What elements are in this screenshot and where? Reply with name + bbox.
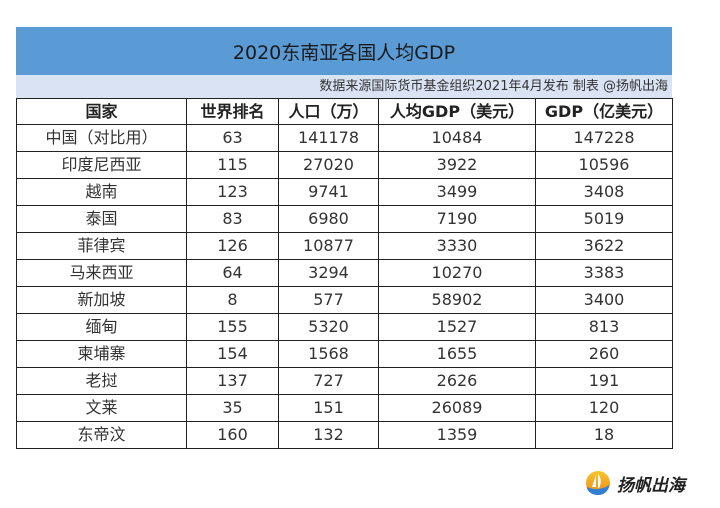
table-cell: 154 [186, 340, 279, 368]
column-header: GDP（亿美元） [535, 98, 673, 125]
table-cell: 7190 [378, 205, 536, 233]
table-cell: 577 [278, 286, 379, 314]
table-title: 2020东南亚各国人均GDP [16, 27, 672, 75]
table-cell: 10270 [378, 259, 536, 287]
table-cell: 58902 [378, 286, 536, 314]
table-cell: 126 [186, 232, 279, 260]
table-row: 泰国 83 6980 7190 5019 [16, 205, 673, 233]
table-row: 柬埔寨 154 1568 1655 260 [16, 340, 673, 368]
table-cell: 1655 [378, 340, 536, 368]
table-cell: 141178 [278, 124, 379, 152]
table-cell: 菲律宾 [16, 232, 187, 260]
table-row: 文莱 35 151 26089 120 [16, 394, 673, 422]
sail-logo-icon [586, 471, 610, 495]
table-row: 越南 123 9741 3499 3408 [16, 178, 673, 206]
table-cell: 3408 [535, 178, 673, 206]
table-cell: 马来西亚 [16, 259, 187, 287]
column-header: 人均GDP（美元） [378, 98, 536, 125]
table-cell: 147228 [535, 124, 673, 152]
table-subtitle: 数据来源国际货币基金组织2021年4月发布 制表 @扬帆出海 [16, 75, 672, 98]
table-cell: 2626 [378, 367, 536, 395]
column-header: 世界排名 [186, 98, 279, 125]
table-cell: 83 [186, 205, 279, 233]
table-cell: 泰国 [16, 205, 187, 233]
table-cell: 63 [186, 124, 279, 152]
table-cell: 64 [186, 259, 279, 287]
table-cell: 3400 [535, 286, 673, 314]
table-cell: 1359 [378, 421, 536, 449]
header-row: 国家 世界排名 人口（万） 人均GDP（美元） GDP（亿美元） [16, 98, 673, 125]
brand-logo-text: 扬帆出海 [617, 475, 685, 496]
table-row: 中国（对比用） 63 141178 10484 147228 [16, 124, 673, 152]
table-cell: 老挝 [16, 367, 187, 395]
table-cell: 120 [535, 394, 673, 422]
table-cell: 151 [278, 394, 379, 422]
column-header: 人口（万） [278, 98, 379, 125]
table-cell: 155 [186, 313, 279, 341]
table-cell: 10596 [535, 151, 673, 179]
table-cell: 1527 [378, 313, 536, 341]
table-row: 菲律宾 126 10877 3330 3622 [16, 232, 673, 260]
table-row: 马来西亚 64 3294 10270 3383 [16, 259, 673, 287]
table-cell: 印度尼西亚 [16, 151, 187, 179]
table-cell: 132 [278, 421, 379, 449]
table-cell: 1568 [278, 340, 379, 368]
table-cell: 115 [186, 151, 279, 179]
table-cell: 新加坡 [16, 286, 187, 314]
table-cell: 3922 [378, 151, 536, 179]
table-cell: 中国（对比用） [16, 124, 187, 152]
table-cell: 137 [186, 367, 279, 395]
table-cell: 27020 [278, 151, 379, 179]
table-cell: 8 [186, 286, 279, 314]
table-cell: 9741 [278, 178, 379, 206]
table-row: 老挝 137 727 2626 191 [16, 367, 673, 395]
column-header: 国家 [16, 98, 187, 125]
table-cell: 3294 [278, 259, 379, 287]
table-cell: 3622 [535, 232, 673, 260]
table-cell: 3499 [378, 178, 536, 206]
table-cell: 260 [535, 340, 673, 368]
table-row: 印度尼西亚 115 27020 3922 10596 [16, 151, 673, 179]
table-row: 新加坡 8 577 58902 3400 [16, 286, 673, 314]
table-cell: 柬埔寨 [16, 340, 187, 368]
table-cell: 10877 [278, 232, 379, 260]
table-cell: 35 [186, 394, 279, 422]
table-cell: 18 [535, 421, 673, 449]
table-cell: 缅甸 [16, 313, 187, 341]
table-cell: 727 [278, 367, 379, 395]
table-cell: 191 [535, 367, 673, 395]
table-cell: 26089 [378, 394, 536, 422]
table-row: 缅甸 155 5320 1527 813 [16, 313, 673, 341]
table-cell: 5019 [535, 205, 673, 233]
gdp-table: 国家 世界排名 人口（万） 人均GDP（美元） GDP（亿美元） 中国（对比用） 63 14… [16, 98, 673, 449]
table-cell: 813 [535, 313, 673, 341]
table-cell: 5320 [278, 313, 379, 341]
table-cell: 10484 [378, 124, 536, 152]
table-row: 东帝汶 160 132 1359 18 [16, 421, 673, 449]
brand-logo: 扬帆出海 [585, 470, 685, 496]
table-cell: 3383 [535, 259, 673, 287]
table-cell: 东帝汶 [16, 421, 187, 449]
table-cell: 6980 [278, 205, 379, 233]
table-cell: 3330 [378, 232, 536, 260]
table-cell: 越南 [16, 178, 187, 206]
table-cell: 160 [186, 421, 279, 449]
table-cell: 文莱 [16, 394, 187, 422]
table-cell: 123 [186, 178, 279, 206]
